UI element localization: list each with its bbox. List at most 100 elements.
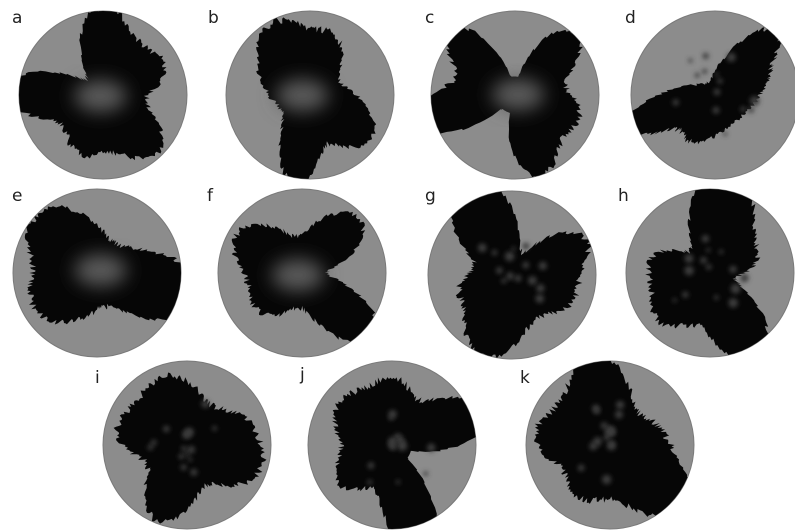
spot [181, 446, 187, 452]
spot [714, 295, 719, 300]
spot [695, 73, 700, 78]
spot [148, 444, 154, 450]
panel [626, 167, 794, 365]
spot [706, 264, 712, 270]
glow [276, 79, 328, 111]
panel-label: i [95, 368, 100, 388]
spot [615, 410, 623, 418]
spot [728, 298, 738, 308]
spot [609, 441, 615, 447]
figure: a b c d e f g h i j k [0, 0, 795, 531]
panel [416, 11, 599, 179]
spot [684, 266, 693, 275]
page: abcdefghijk (() => { const data = JSON.p… [0, 0, 795, 531]
spot [703, 53, 709, 59]
panel [13, 189, 205, 357]
spot [427, 444, 435, 452]
spot [496, 267, 503, 274]
panel-label: h [618, 186, 629, 206]
spot [727, 53, 736, 62]
spot [702, 235, 709, 242]
spot [388, 410, 396, 418]
spot [212, 426, 217, 431]
spot [700, 257, 707, 264]
spot [388, 441, 396, 449]
spot [368, 462, 375, 469]
spot [423, 471, 428, 476]
spot [714, 89, 721, 96]
panel-label: a [12, 8, 22, 28]
glow [75, 254, 127, 286]
spot [673, 99, 679, 105]
panel-label: k [520, 368, 530, 388]
spot [478, 243, 487, 252]
panel-label: j [299, 365, 305, 385]
spot [367, 480, 372, 485]
spot [179, 453, 185, 459]
spot [505, 251, 515, 261]
spot [511, 247, 515, 251]
panel [5, 4, 187, 179]
panel [226, 11, 394, 186]
spot [750, 96, 760, 106]
spot [528, 276, 537, 285]
spot [706, 248, 710, 252]
spot [715, 73, 719, 77]
spot [190, 469, 197, 476]
spot [396, 480, 400, 484]
spot [719, 250, 724, 255]
spot [604, 434, 611, 441]
spot [616, 401, 624, 409]
spot [539, 262, 547, 270]
spot [185, 452, 190, 457]
spot [201, 400, 209, 408]
spot [492, 250, 498, 256]
panel-label: f [207, 186, 214, 206]
panel [428, 172, 596, 360]
panel [624, 11, 795, 179]
spot [185, 428, 194, 437]
glow [74, 80, 126, 112]
spot [685, 254, 694, 263]
spot [673, 298, 677, 302]
panel [218, 189, 386, 357]
spot [522, 262, 529, 269]
spot [593, 437, 602, 446]
panel-label: e [12, 186, 22, 206]
spot [740, 274, 749, 283]
spot [688, 58, 692, 62]
spot [717, 78, 723, 84]
spot [748, 107, 754, 113]
spot [578, 465, 585, 472]
spot [702, 69, 707, 74]
spot [723, 132, 727, 136]
panel-label: b [208, 8, 219, 28]
spot [522, 243, 529, 250]
spot [163, 426, 170, 433]
spot [740, 106, 746, 112]
spot [514, 275, 521, 282]
spot [181, 464, 187, 470]
spot [713, 107, 720, 114]
spot [731, 284, 741, 294]
panel [526, 355, 694, 529]
spot [729, 266, 736, 273]
spot [682, 292, 688, 298]
spot [535, 294, 544, 303]
spot [601, 422, 608, 429]
spot [536, 284, 544, 292]
spot [602, 475, 611, 484]
panel [103, 361, 271, 529]
panel [308, 361, 488, 531]
glow [492, 79, 544, 111]
spot [594, 408, 600, 414]
panel-label: g [425, 186, 436, 206]
glow [272, 259, 324, 291]
spot [501, 278, 506, 283]
spot [397, 441, 407, 451]
panel-label: c [425, 8, 434, 28]
spot [151, 440, 157, 446]
panel-label: d [625, 8, 636, 28]
spot [188, 457, 192, 461]
spot [506, 272, 514, 280]
